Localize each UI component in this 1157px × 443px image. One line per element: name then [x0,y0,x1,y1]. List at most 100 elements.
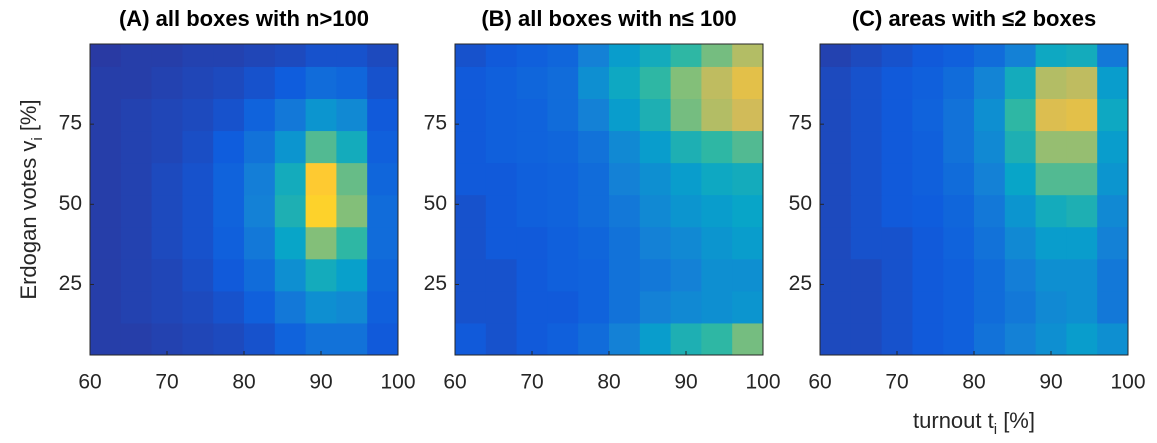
heat-cell [1097,290,1129,324]
heat-cell [213,66,245,100]
heat-cell [670,290,702,324]
heat-cell [670,162,702,196]
heat-cell [516,44,548,67]
heat-cell [367,194,399,228]
heat-cell [120,258,153,292]
heat-cell [485,258,518,292]
heat-cell [367,98,399,132]
heat-cell [305,162,337,196]
heat-cell [1066,258,1098,292]
heat-cell [1035,322,1067,356]
heat-cell [912,194,944,228]
heat-cell [547,258,579,292]
heat-cell [639,226,672,260]
heat-cell [609,44,641,67]
heat-cell [547,44,579,67]
heat-cell [305,194,337,228]
heat-cell [732,130,764,164]
heat-cell [701,226,733,260]
heat-cell [850,44,883,67]
heat-cell [367,44,399,67]
heat-cell [120,44,153,67]
heat-cell [912,290,944,324]
chart-title: (A) all boxes with n>100 [119,6,369,31]
heat-cell [850,162,883,196]
heat-cell [701,322,733,356]
heat-cell [274,258,307,292]
heat-cell [455,226,487,260]
heat-cell [516,194,548,228]
y-tick-label: 75 [59,112,82,135]
heat-cell [974,162,1006,196]
heat-cell [455,322,487,356]
heat-cell [244,226,276,260]
heat-cell [639,162,672,196]
heat-cell [639,258,672,292]
heat-cell [912,258,944,292]
heat-cell [547,226,579,260]
heat-cell [670,258,702,292]
heat-cell [1097,44,1129,67]
heat-cell [1004,322,1037,356]
heat-cell [120,98,153,132]
heat-cell [732,66,764,100]
x-axis-label: turnout ti [%] [913,408,1035,438]
heat-cell [732,258,764,292]
heat-cell [1066,226,1098,260]
heat-cell [1004,98,1037,132]
heat-cell [670,322,702,356]
heat-cell [120,66,153,100]
heat-cell [912,66,944,100]
heat-cell [90,258,122,292]
heat-cell [516,162,548,196]
heat-cell [701,258,733,292]
x-tick-label: 70 [155,371,178,394]
heat-cell [943,162,975,196]
heat-cell [1066,162,1098,196]
heat-cell [120,130,153,164]
heat-cell [912,44,944,67]
heat-cell [455,258,487,292]
heat-cell [1066,290,1098,324]
heat-cell [912,226,944,260]
heat-cell [182,290,214,324]
heat-cell [1004,44,1037,67]
heat-cell [305,130,337,164]
heat-cell [547,194,579,228]
heat-cell [547,130,579,164]
heat-cell [1097,194,1129,228]
heat-cell [213,44,245,67]
heat-cell [336,66,368,100]
heat-cell [305,66,337,100]
heat-cell [213,98,245,132]
heat-cell [336,44,368,67]
heat-cell [367,290,399,324]
heat-cell [182,258,214,292]
heat-cell [820,226,852,260]
heat-cell [578,98,610,132]
heat-cell [516,290,548,324]
heat-cell [336,290,368,324]
heat-cell [367,66,399,100]
heat-cell [90,98,122,132]
heat-cell [244,258,276,292]
heat-cell [609,130,641,164]
x-tick-label: 100 [380,371,415,394]
heat-cell [516,130,548,164]
heat-cell [90,162,122,196]
heat-cell [701,162,733,196]
heat-cell [336,258,368,292]
heat-cell [244,66,276,100]
heat-cell [336,162,368,196]
heat-cell [1066,98,1098,132]
heat-cell [1035,98,1067,132]
heat-cell [151,258,183,292]
chart-title: (B) all boxes with n≤ 100 [481,6,736,31]
heat-cell [120,226,153,260]
heat-cell [1066,130,1098,164]
heat-cell [120,290,153,324]
heat-cell [182,162,214,196]
heat-cell [90,194,122,228]
heat-cell [1097,258,1129,292]
heat-cell [578,130,610,164]
